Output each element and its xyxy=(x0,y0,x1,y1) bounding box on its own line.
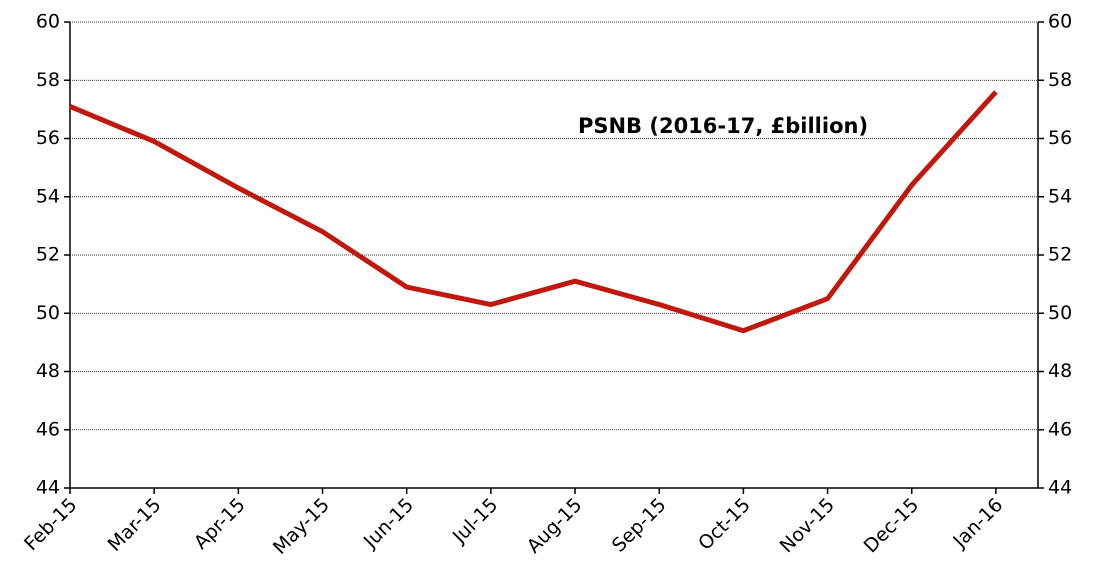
y2-tick-label: 50 xyxy=(1048,302,1072,324)
y-tick-label: 46 xyxy=(36,418,60,440)
y-tick-label: 60 xyxy=(36,11,60,33)
x-tick-label: Feb-15 xyxy=(20,494,81,555)
x-tick-label: Sep-15 xyxy=(608,494,671,557)
x-tick-label: May-15 xyxy=(269,494,334,559)
x-tick-label: Dec-15 xyxy=(860,494,924,558)
x-tick-label: Jan-16 xyxy=(948,494,1007,553)
y2-tick-label: 56 xyxy=(1048,127,1072,149)
x-tick-label: Jul-15 xyxy=(448,494,502,548)
y2-tick-label: 48 xyxy=(1048,360,1072,382)
y-tick-label: 58 xyxy=(36,69,60,91)
x-tick-label: Apr-15 xyxy=(190,494,250,554)
x-tick-label: Aug-15 xyxy=(523,494,587,558)
line-series xyxy=(69,90,998,334)
y-tick-label: 50 xyxy=(36,302,60,324)
y-tick-label: 56 xyxy=(36,127,60,149)
x-tick-label: Nov-15 xyxy=(776,494,839,557)
y2-tick-label: 54 xyxy=(1048,185,1072,207)
y-tick-label: 54 xyxy=(36,185,60,207)
annotation: PSNB (2016-17, £billion) xyxy=(578,114,868,138)
x-tick-label: Jun-15 xyxy=(359,494,418,553)
x-tick-label: Mar-15 xyxy=(104,494,166,556)
y-tick-label: 48 xyxy=(36,360,60,382)
y-tick-label: 44 xyxy=(36,477,60,499)
y2-tick-label: 52 xyxy=(1048,244,1072,266)
y2-tick-label: 60 xyxy=(1048,11,1072,33)
y2-tick-label: 46 xyxy=(1048,418,1072,440)
y2-tick-label: 44 xyxy=(1048,477,1072,499)
y-tick-label: 52 xyxy=(36,244,60,266)
x-tick-label: Oct-15 xyxy=(694,494,755,555)
y2-tick-label: 58 xyxy=(1048,69,1072,91)
